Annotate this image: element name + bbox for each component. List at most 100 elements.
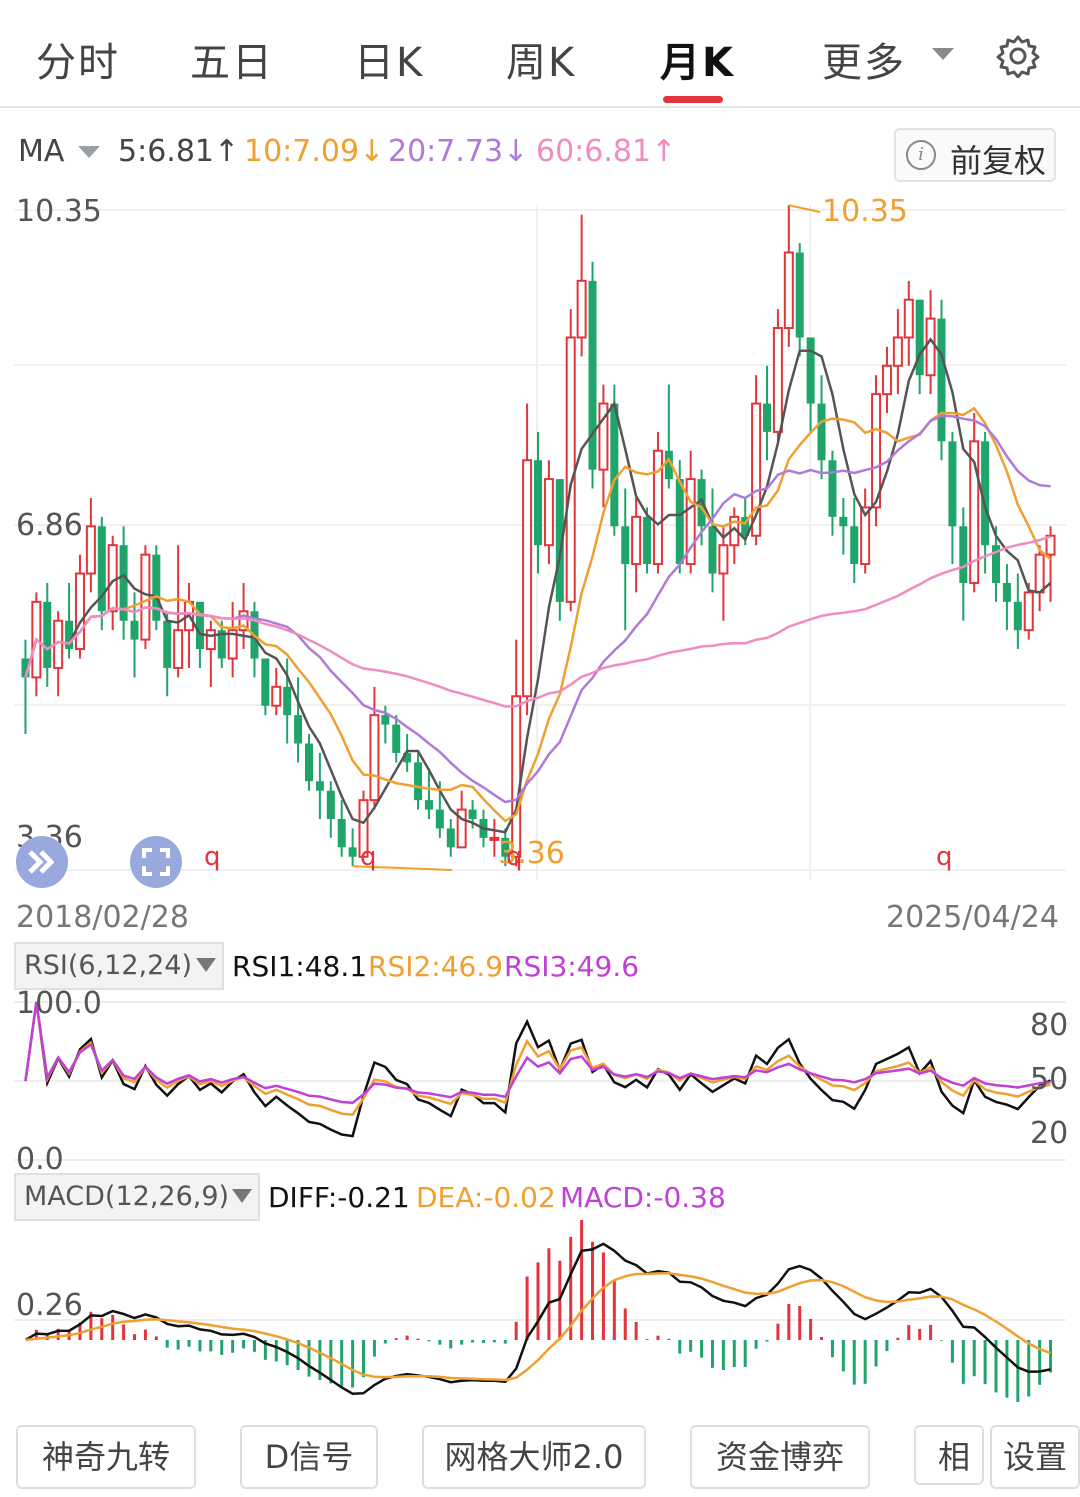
- candle: [992, 526, 1001, 602]
- price-high-label: 10.35: [16, 194, 102, 229]
- signal-marker: q: [360, 842, 377, 872]
- rsi2-value: RSI2:46.9: [368, 950, 504, 983]
- candle: [685, 450, 696, 574]
- candlestick-chart[interactable]: [0, 190, 1080, 890]
- candle: [817, 375, 826, 480]
- candle: [522, 403, 533, 716]
- rsi1-value: RSI1:48.1: [232, 950, 368, 983]
- candle: [1002, 564, 1011, 631]
- macd-value: MACD:-0.38: [560, 1181, 726, 1214]
- rsi-top-label: 100.0: [16, 986, 102, 1021]
- candle: [1013, 573, 1022, 650]
- candle: [795, 243, 804, 357]
- d-signal-button[interactable]: D信号: [240, 1425, 378, 1489]
- macd-level-label: 0.26: [16, 1288, 83, 1323]
- related-button[interactable]: 相: [914, 1425, 984, 1485]
- candle: [74, 554, 85, 659]
- candle: [337, 800, 346, 857]
- candle: [588, 261, 597, 489]
- candle: [119, 526, 128, 640]
- candle: [140, 545, 151, 650]
- chevron-down-icon[interactable]: [78, 146, 100, 158]
- macd-chart[interactable]: [0, 1215, 1080, 1410]
- macd-selector[interactable]: MACD(12,26,9): [14, 1173, 260, 1221]
- chevron-down-icon[interactable]: [932, 48, 954, 60]
- candle: [205, 620, 216, 687]
- chevron-down-icon: [196, 958, 216, 972]
- tab-weekly-k[interactable]: 周K: [506, 40, 577, 86]
- candle: [271, 667, 282, 716]
- rsi-chart[interactable]: [0, 990, 1080, 1165]
- candle: [598, 384, 609, 508]
- ma10-value: 10:7.09↓: [244, 134, 385, 169]
- candle: [969, 413, 980, 593]
- candle: [729, 507, 740, 565]
- chevron-down-icon: [232, 1189, 252, 1203]
- min-price-marker: 3.36: [498, 836, 565, 871]
- capital-game-button[interactable]: 资金博弈: [690, 1425, 870, 1489]
- candle: [892, 309, 903, 395]
- ma20-value: 20:7.73↓: [388, 134, 529, 169]
- candle: [227, 601, 238, 678]
- candle: [806, 337, 815, 432]
- price-adjust-button[interactable]: i 前复权: [894, 128, 1056, 182]
- candle: [304, 734, 313, 791]
- candle: [631, 497, 642, 593]
- candle: [839, 497, 848, 555]
- fullscreen-icon: [142, 848, 170, 876]
- candle: [152, 545, 161, 631]
- candle: [315, 752, 324, 820]
- candle: [173, 545, 184, 678]
- candle: [501, 828, 510, 867]
- candle: [294, 677, 303, 763]
- candle: [489, 819, 500, 857]
- rsi-bottom-label: 0.0: [16, 1142, 64, 1177]
- expand-sidebar-button[interactable]: [16, 836, 68, 888]
- tab-daily-k[interactable]: 日K: [354, 40, 425, 86]
- rsi3-value: RSI3:49.6: [504, 950, 640, 983]
- fullscreen-button[interactable]: [130, 836, 182, 888]
- rsi-level-50: 50: [1030, 1062, 1069, 1097]
- candle: [217, 620, 226, 668]
- info-icon: i: [906, 140, 936, 170]
- signal-marker: q: [936, 842, 953, 872]
- candle: [511, 639, 522, 867]
- candle: [31, 592, 42, 697]
- candle: [283, 658, 292, 744]
- settings-button[interactable]: 设置: [990, 1425, 1080, 1489]
- candle: [85, 497, 96, 593]
- tab-monthly-k[interactable]: 月K: [660, 40, 735, 86]
- candle: [392, 715, 401, 763]
- candle: [261, 658, 270, 716]
- candle: [903, 280, 914, 366]
- min-marker-line: [352, 865, 453, 871]
- rsi-level-80: 80: [1030, 1008, 1069, 1043]
- end-date-label: 2025/04/24: [886, 900, 1059, 935]
- grid-master-button[interactable]: 网格大师2.0: [422, 1425, 646, 1489]
- gear-icon[interactable]: [996, 34, 1040, 78]
- candle: [948, 431, 957, 565]
- rsi3-line: [24, 1001, 1051, 1105]
- max-price-marker: 10.35: [822, 194, 908, 229]
- max-marker-line: [788, 204, 821, 213]
- candle: [1045, 526, 1056, 602]
- candle: [184, 582, 195, 668]
- candle: [664, 384, 673, 489]
- magic-nine-turns-button[interactable]: 神奇九转: [16, 1425, 196, 1489]
- candle: [652, 431, 663, 574]
- tab-more[interactable]: 更多: [822, 40, 906, 86]
- rsi1-line: [24, 1001, 1052, 1138]
- candle: [783, 205, 794, 347]
- candle: [643, 507, 652, 574]
- dea-value: DEA:-0.02: [416, 1181, 556, 1214]
- ma60-value: 60:6.81↑: [536, 134, 677, 169]
- candle: [763, 365, 772, 461]
- tab-intraday[interactable]: 分时: [36, 40, 120, 86]
- price-mid-label: 6.86: [16, 508, 83, 543]
- candle: [718, 526, 729, 621]
- candle: [881, 346, 892, 414]
- ma-selector[interactable]: MA: [18, 134, 65, 169]
- candle: [65, 582, 74, 659]
- rsi-selector[interactable]: RSI(6,12,24): [14, 942, 224, 990]
- tab-five-day[interactable]: 五日: [190, 40, 274, 86]
